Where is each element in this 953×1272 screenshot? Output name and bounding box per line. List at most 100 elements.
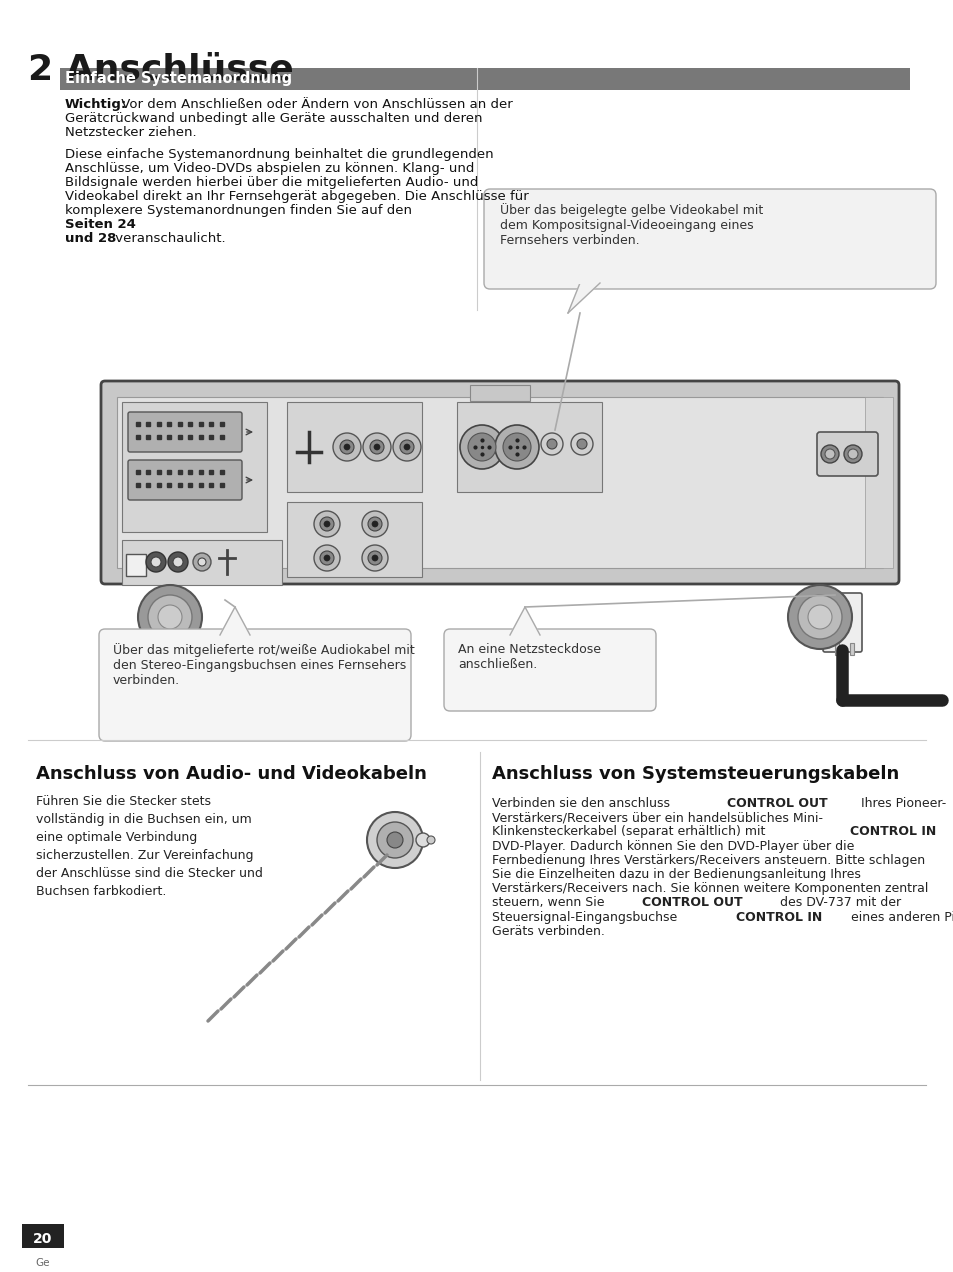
Circle shape (324, 522, 330, 527)
Circle shape (314, 544, 339, 571)
Text: Geräts verbinden.: Geräts verbinden. (492, 925, 604, 937)
Circle shape (363, 432, 391, 460)
Circle shape (821, 445, 838, 463)
Bar (456, 402, 601, 492)
Circle shape (361, 544, 388, 571)
Circle shape (399, 440, 414, 454)
Circle shape (193, 553, 211, 571)
Circle shape (372, 522, 377, 527)
Circle shape (148, 595, 192, 639)
Circle shape (387, 832, 402, 848)
Circle shape (151, 557, 161, 567)
Text: 2 Anschlüsse: 2 Anschlüsse (28, 52, 294, 86)
Bar (126, 555, 146, 576)
Circle shape (571, 432, 593, 455)
Text: CONTROL OUT: CONTROL OUT (641, 897, 742, 909)
Circle shape (427, 836, 435, 845)
Circle shape (393, 432, 420, 460)
Circle shape (797, 595, 841, 639)
Text: CONTROL OUT: CONTROL OUT (726, 798, 826, 810)
Circle shape (319, 516, 334, 530)
Bar (849, 644, 853, 655)
Circle shape (319, 551, 334, 565)
Bar (864, 397, 892, 569)
Text: Ge: Ge (35, 1258, 51, 1268)
Bar (122, 402, 267, 532)
Text: Klinkensteckerkabel (separat erhältlich) mit: Klinkensteckerkabel (separat erhältlich)… (492, 826, 768, 838)
Text: Verstärkers/Receivers über ein handelsübliches Mini-: Verstärkers/Receivers über ein handelsüb… (492, 812, 822, 824)
Circle shape (198, 558, 206, 566)
Bar (122, 541, 282, 585)
Circle shape (459, 425, 503, 469)
Circle shape (368, 516, 381, 530)
Text: CONTROL IN: CONTROL IN (736, 911, 821, 923)
Circle shape (577, 439, 586, 449)
Text: An eine Netzsteckdose
anschließen.: An eine Netzsteckdose anschließen. (457, 644, 600, 672)
Circle shape (361, 511, 388, 537)
FancyBboxPatch shape (816, 432, 877, 476)
Text: Anschlüsse, um Video-DVDs abspielen zu können. Klang- und: Anschlüsse, um Video-DVDs abspielen zu k… (65, 162, 474, 176)
Text: Einfache Systemanordnung: Einfache Systemanordnung (65, 71, 292, 86)
Text: Gerätcrückwand unbedingt alle Geräte ausschalten und deren: Gerätcrückwand unbedingt alle Geräte aus… (65, 112, 482, 125)
Text: Anschluss von Systemsteuerungskabeln: Anschluss von Systemsteuerungskabeln (492, 764, 899, 784)
Circle shape (502, 432, 531, 460)
Circle shape (138, 585, 202, 649)
Text: Über das beigelegte gelbe Videokabel mit
dem Kompositsignal-Videoeingang eines
F: Über das beigelegte gelbe Videokabel mit… (499, 204, 762, 247)
Bar (470, 385, 530, 401)
Text: Videokabel direkt an Ihr Fernsehgerät abgegeben. Die Anschlüsse für: Videokabel direkt an Ihr Fernsehgerät ab… (65, 190, 528, 204)
Circle shape (372, 555, 377, 561)
Text: und 28: und 28 (65, 232, 116, 245)
FancyBboxPatch shape (128, 460, 242, 500)
Circle shape (368, 551, 381, 565)
Text: Anschluss von Audio- und Videokabeln: Anschluss von Audio- und Videokabeln (36, 764, 426, 784)
Text: Diese einfache Systemanordnung beinhaltet die grundlegenden: Diese einfache Systemanordnung beinhalte… (65, 148, 493, 162)
FancyBboxPatch shape (99, 628, 411, 742)
Circle shape (146, 552, 166, 572)
Circle shape (847, 449, 857, 459)
Circle shape (807, 605, 831, 628)
Circle shape (540, 432, 562, 455)
FancyBboxPatch shape (101, 382, 898, 584)
Text: Wichtig:: Wichtig: (65, 98, 127, 111)
Bar (834, 644, 838, 655)
Text: eines anderen Pioneer-: eines anderen Pioneer- (846, 911, 953, 923)
Circle shape (787, 585, 851, 649)
Text: steuern, wenn Sie: steuern, wenn Sie (492, 897, 608, 909)
Text: des DV-737 mit der: des DV-737 mit der (771, 897, 901, 909)
Bar (287, 402, 421, 492)
Bar (287, 502, 421, 577)
Text: Seiten 24: Seiten 24 (65, 218, 135, 232)
Text: Netzstecker ziehen.: Netzstecker ziehen. (65, 126, 196, 139)
Circle shape (468, 432, 496, 460)
Text: Steuersignal-Eingangsbuchse: Steuersignal-Eingangsbuchse (492, 911, 680, 923)
Text: Führen Sie die Stecker stets
vollständig in die Buchsen ein, um
eine optimale Ve: Führen Sie die Stecker stets vollständig… (36, 795, 263, 898)
Polygon shape (567, 282, 599, 313)
Circle shape (314, 511, 339, 537)
Circle shape (344, 444, 350, 450)
FancyBboxPatch shape (483, 190, 935, 289)
Circle shape (824, 449, 834, 459)
Circle shape (376, 822, 413, 859)
Circle shape (843, 445, 862, 463)
FancyBboxPatch shape (822, 593, 862, 653)
Circle shape (416, 833, 430, 847)
Circle shape (367, 812, 422, 868)
Text: Verstärkers/Receivers nach. Sie können weitere Komponenten zentral: Verstärkers/Receivers nach. Sie können w… (492, 883, 927, 895)
Text: komplexere Systemanordnungen finden Sie auf den: komplexere Systemanordnungen finden Sie … (65, 204, 416, 218)
FancyBboxPatch shape (443, 628, 656, 711)
Text: veranschaulicht.: veranschaulicht. (111, 232, 226, 245)
Text: Bildsignale werden hierbei über die mitgelieferten Audio- und: Bildsignale werden hierbei über die mitg… (65, 176, 477, 190)
Circle shape (370, 440, 384, 454)
Bar (117, 397, 882, 569)
Text: DVD-Player. Dadurch können Sie den DVD-Player über die: DVD-Player. Dadurch können Sie den DVD-P… (492, 840, 854, 852)
Circle shape (158, 605, 182, 628)
Polygon shape (220, 607, 250, 635)
Text: Verbinden sie den anschluss: Verbinden sie den anschluss (492, 798, 673, 810)
Text: Über das mitgelieferte rot/weiße Audiokabel mit
den Stereo-Eingangsbuchsen eines: Über das mitgelieferte rot/weiße Audioka… (112, 644, 415, 687)
Text: CONTROL IN: CONTROL IN (849, 826, 935, 838)
Text: Fernbedienung Ihres Verstärkers/Receivers ansteuern. Bitte schlagen: Fernbedienung Ihres Verstärkers/Receiver… (492, 854, 924, 866)
Text: 20: 20 (33, 1233, 52, 1247)
Bar (22, 1224, 64, 1248)
Circle shape (546, 439, 557, 449)
Circle shape (172, 557, 183, 567)
